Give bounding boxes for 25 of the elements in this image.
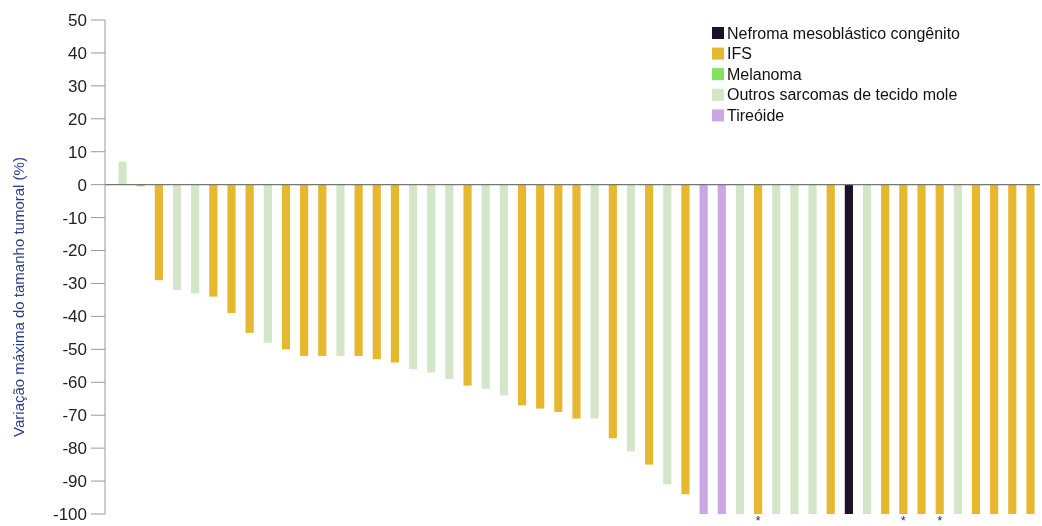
y-tick-label: 40 xyxy=(68,43,87,63)
y-tick-label: -10 xyxy=(62,208,87,228)
y-tick-label: -90 xyxy=(62,472,87,492)
y-tick-label: 10 xyxy=(68,142,87,162)
y-tick-label: 30 xyxy=(68,76,87,96)
y-tick-label: -50 xyxy=(62,340,87,360)
data-label: * xyxy=(937,513,943,526)
legend-label: Outros sarcomas de tecido mole xyxy=(727,86,958,104)
legend-label: Melanoma xyxy=(727,65,802,83)
y-tick-label: -30 xyxy=(62,274,87,294)
y-tick-label: -100 xyxy=(52,504,87,524)
y-tick-label: 50 xyxy=(68,10,87,30)
y-tick-label: -70 xyxy=(62,406,87,426)
y-tick-label: -60 xyxy=(62,373,87,393)
legend-label: IFS xyxy=(727,45,752,63)
y-tick-label: -40 xyxy=(62,307,87,327)
legend-label: Tireóide xyxy=(727,107,785,124)
data-label: * xyxy=(755,513,761,526)
legend-label: Nefroma mesoblástico congênito xyxy=(727,24,961,42)
y-tick-label: -80 xyxy=(62,439,87,459)
y-axis-title: Variação máxima do tamanho tumoral (%) xyxy=(10,157,27,437)
y-tick-label: 20 xyxy=(68,109,87,129)
y-tick-label: -20 xyxy=(62,241,87,261)
data-label: * xyxy=(900,513,906,526)
y-tick-label: 0 xyxy=(77,175,87,195)
